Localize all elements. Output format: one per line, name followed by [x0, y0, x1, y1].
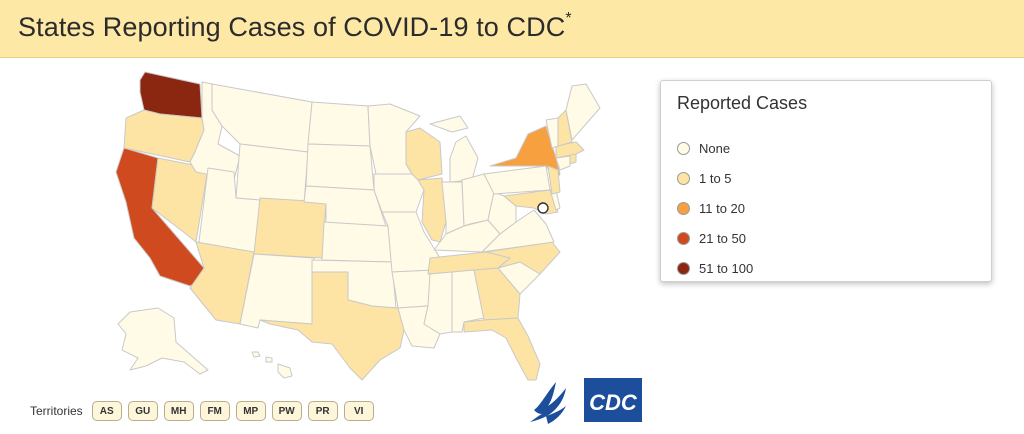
legend-label: None: [699, 140, 731, 156]
legend-item-21-to-50: 21 to 50: [677, 223, 753, 253]
territory-button-gu[interactable]: GU: [127, 401, 158, 421]
territory-button-fm[interactable]: FM: [199, 401, 230, 421]
legend-swatch: [677, 231, 690, 245]
legend-label: 21 to 50: [699, 230, 746, 246]
legend-items: None 1 to 5 11 to 20 21 to 50 51 to 100: [677, 133, 753, 283]
legend-label: 11 to 20: [699, 200, 746, 216]
territory-button-as[interactable]: AS: [91, 401, 122, 421]
legend-swatch: [677, 201, 690, 215]
cdc-logo-text: CDC: [589, 390, 638, 415]
state-wyoming[interactable]: [235, 143, 309, 205]
legend-item-11-to-20: 11 to 20: [677, 193, 753, 223]
logos-svg: CDC: [530, 378, 642, 424]
state-new-hampshire[interactable]: [557, 109, 573, 147]
page-title: States Reporting Cases of COVID-19 to CD…: [18, 10, 572, 42]
state-north-dakota[interactable]: [307, 101, 371, 147]
legend-swatch: [677, 261, 690, 275]
territory-button-pr[interactable]: PR: [307, 401, 338, 421]
state-connecticut[interactable]: [555, 155, 571, 171]
state-pennsylvania[interactable]: [483, 165, 551, 195]
state-new-jersey[interactable]: [547, 165, 561, 195]
state-massachusetts[interactable]: [555, 141, 585, 159]
state-colorado[interactable]: [253, 197, 327, 259]
territory-button-mh[interactable]: MH: [163, 401, 194, 421]
legend-swatch: [677, 171, 690, 185]
state-indiana[interactable]: [441, 181, 465, 235]
title-bar: States Reporting Cases of COVID-19 to CD…: [0, 0, 1024, 58]
legend-label: 1 to 5: [699, 170, 732, 186]
state-montana[interactable]: [211, 83, 313, 153]
title-asterisk: *: [565, 10, 572, 27]
legend-item-51-to-100: 51 to 100: [677, 253, 753, 283]
legend-swatch: [677, 141, 690, 155]
us-map-svg: [115, 71, 601, 381]
logos: CDC: [524, 372, 646, 428]
hhs-eagle-icon: [530, 382, 566, 424]
legend-label: 51 to 100: [699, 260, 754, 276]
state-wisconsin[interactable]: [405, 127, 443, 181]
territory-button-vi[interactable]: VI: [343, 401, 374, 421]
state-south-dakota[interactable]: [305, 143, 375, 191]
state-arkansas[interactable]: [391, 269, 435, 309]
legend-item-none: None: [677, 133, 753, 163]
dc-marker[interactable]: [537, 202, 549, 214]
state-north-carolina[interactable]: [485, 241, 561, 275]
state-hawaii[interactable]: [251, 351, 293, 379]
us-map: [100, 62, 620, 382]
cdc-logo: CDC: [584, 378, 642, 422]
territories-label: Territories: [30, 404, 83, 418]
territory-button-mp[interactable]: MP: [235, 401, 266, 421]
legend-panel: Reported Cases None 1 to 5 11 to 20 21 t…: [660, 80, 992, 282]
state-iowa[interactable]: [373, 173, 425, 213]
territories-bar: Territories AS GU MH FM MP PW PR VI: [30, 401, 380, 421]
territory-button-pw[interactable]: PW: [271, 401, 302, 421]
state-texas[interactable]: [259, 271, 405, 381]
state-maine[interactable]: [565, 83, 601, 141]
legend-title: Reported Cases: [677, 93, 808, 113]
state-alaska[interactable]: [117, 307, 209, 375]
legend-item-1-to-5: 1 to 5: [677, 163, 753, 193]
state-florida[interactable]: [463, 317, 541, 381]
state-kansas[interactable]: [321, 221, 393, 263]
